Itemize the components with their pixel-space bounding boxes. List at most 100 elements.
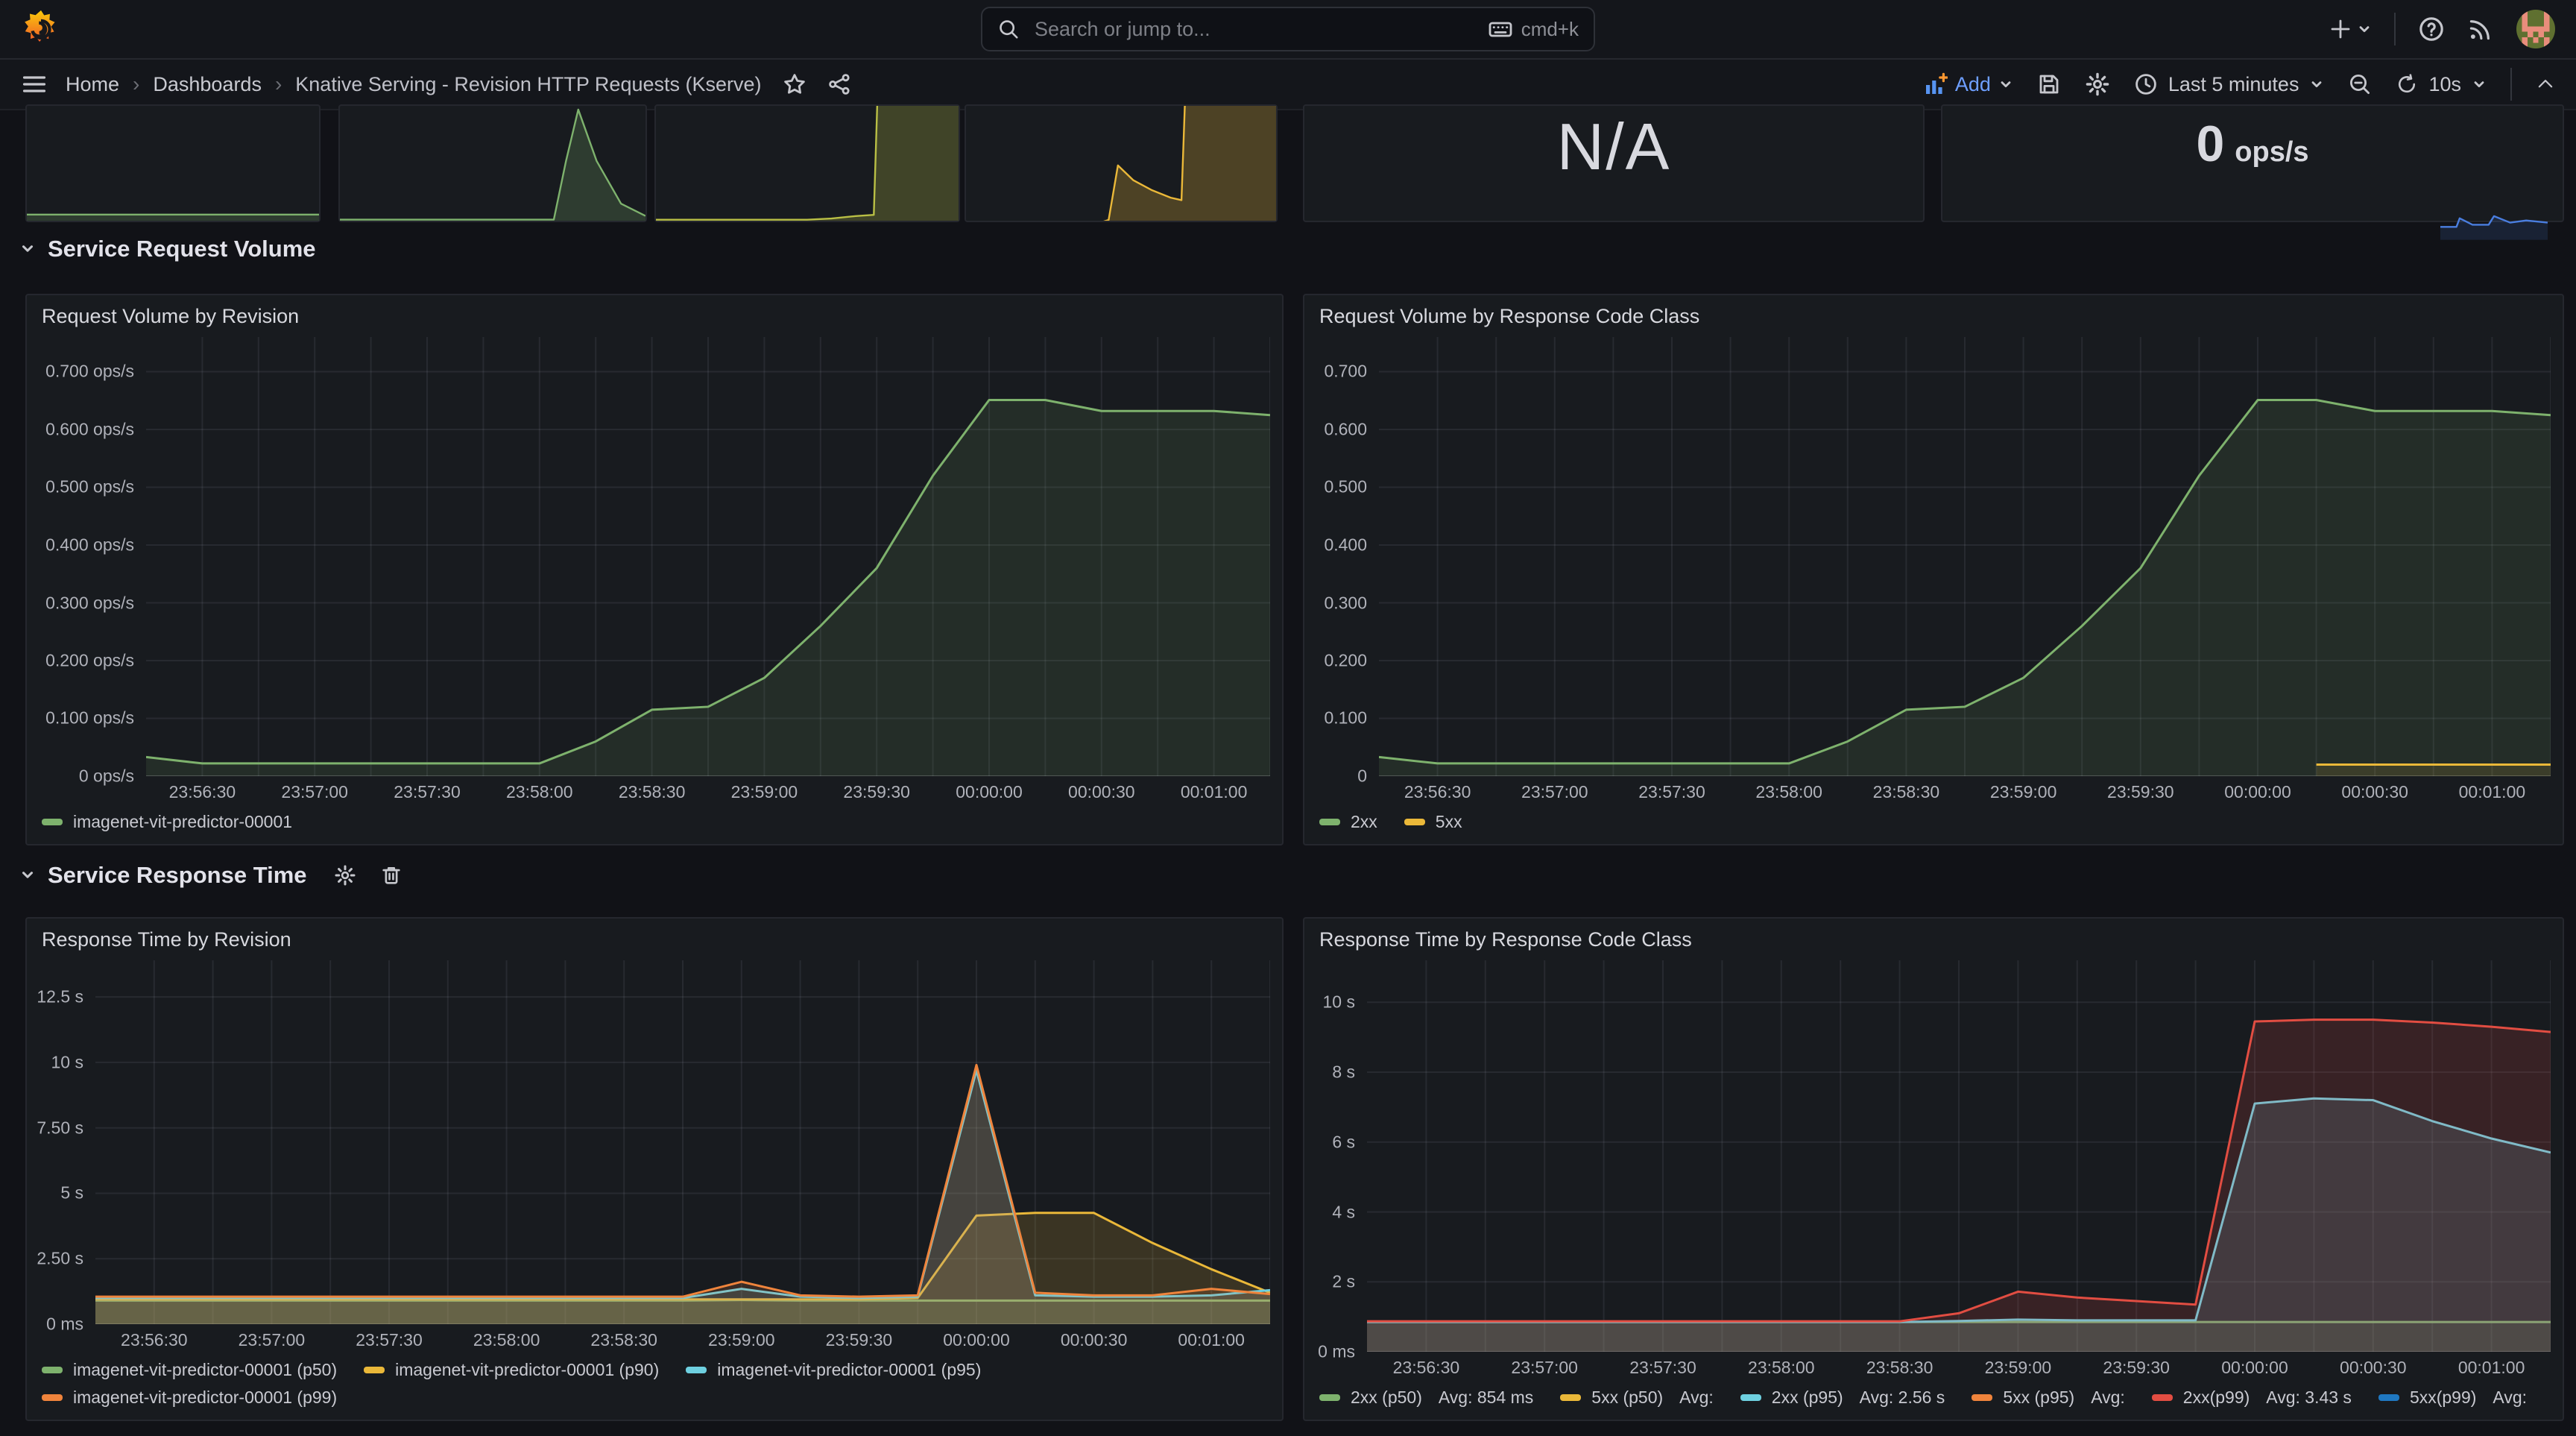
favorite-star-button[interactable] xyxy=(783,72,806,96)
x-tick-label: 23:56:30 xyxy=(121,1330,188,1350)
y-tick-label: 0.500 xyxy=(1324,477,1367,497)
legend-label: 5xx xyxy=(1436,812,1462,832)
x-tick-label: 00:00:30 xyxy=(1068,782,1135,802)
row-settings-gear-icon[interactable] xyxy=(334,864,356,887)
refresh-picker[interactable]: 10s xyxy=(2396,73,2487,96)
chevron-down-icon xyxy=(2472,77,2487,92)
y-tick-label: 0.600 xyxy=(1324,419,1367,439)
legend-item[interactable]: 2xx (p50) Avg: 854 ms xyxy=(1319,1388,1533,1408)
y-tick-label: 2.50 s xyxy=(37,1249,83,1269)
legend-item[interactable]: imagenet-vit-predictor-00001 (p95) xyxy=(686,1360,981,1380)
search-input[interactable] xyxy=(1032,16,1489,42)
dashboard-settings-button[interactable] xyxy=(2085,72,2110,97)
news-rss-button[interactable] xyxy=(2467,16,2494,42)
timeseries-chart[interactable]: 0.700 ops/s0.600 ops/s0.500 ops/s0.400 o… xyxy=(27,337,1282,844)
x-tick-label: 23:58:30 xyxy=(1873,782,1940,802)
row-delete-trash-icon[interactable] xyxy=(380,864,402,887)
legend-item[interactable]: 5xx xyxy=(1404,812,1462,832)
dashboard-toolbar: Home › Dashboards › Knative Serving - Re… xyxy=(0,60,2576,110)
legend-item[interactable]: 5xx (p50)Avg: xyxy=(1560,1388,1713,1408)
x-tick-label: 00:00:30 xyxy=(1061,1330,1128,1350)
legend-item[interactable]: imagenet-vit-predictor-00001 xyxy=(42,812,292,832)
legend-avg-value: Avg: 854 ms xyxy=(1439,1388,1533,1408)
legend-label: imagenet-vit-predictor-00001 (p90) xyxy=(395,1360,659,1380)
grafana-logo[interactable] xyxy=(21,9,61,49)
x-tick-label: 00:01:00 xyxy=(1178,1330,1245,1350)
legend-color-chip xyxy=(2378,1394,2399,1401)
divider xyxy=(2510,68,2512,101)
legend-item[interactable]: imagenet-vit-predictor-00001 (p50) xyxy=(42,1360,337,1380)
sparkline-panel-4[interactable] xyxy=(965,104,1278,222)
y-tick-label: 0.100 ops/s xyxy=(45,708,134,728)
panel-title[interactable]: Request Volume by Revision xyxy=(27,295,1282,337)
add-panel-button[interactable]: Add xyxy=(1924,72,2013,96)
legend-color-chip xyxy=(1319,1394,1340,1401)
legend-item[interactable]: 5xx(p99)Avg: xyxy=(2378,1388,2527,1408)
breadcrumb-home[interactable]: Home xyxy=(66,73,119,96)
y-tick-label: 12.5 s xyxy=(37,987,83,1007)
top-bar: cmd+k xyxy=(0,0,2576,60)
timeseries-chart[interactable]: 0.7000.6000.5000.4000.3000.2000.100023:5… xyxy=(1304,337,2563,844)
plot-area[interactable] xyxy=(1379,337,2551,776)
time-range-picker[interactable]: Last 5 minutes xyxy=(2134,72,2325,96)
clock-icon xyxy=(2134,72,2158,96)
y-tick-label: 0.700 ops/s xyxy=(45,362,134,382)
menu-toggle-button[interactable] xyxy=(21,71,48,98)
plot-area[interactable] xyxy=(95,960,1270,1324)
help-button[interactable] xyxy=(2418,16,2445,42)
x-tick-label: 23:57:00 xyxy=(1511,1358,1578,1378)
legend-item[interactable]: 2xx xyxy=(1319,812,1377,832)
y-tick-label: 0.500 ops/s xyxy=(45,477,134,497)
breadcrumb-dashboards[interactable]: Dashboards xyxy=(153,73,262,96)
legend-item[interactable]: 5xx (p95)Avg: xyxy=(1972,1388,2124,1408)
timeseries-chart[interactable]: 12.5 s10 s7.50 s5 s2.50 s0 ms23:56:3023:… xyxy=(27,960,1282,1420)
stat-value: N/A xyxy=(1557,109,1671,185)
new-dropdown-button[interactable] xyxy=(2329,17,2372,41)
share-button[interactable] xyxy=(827,72,851,96)
user-avatar[interactable] xyxy=(2516,10,2555,48)
chevron-down-icon xyxy=(2309,77,2324,92)
section-service-request-volume[interactable]: Service Request Volume xyxy=(19,236,316,262)
panel-title[interactable]: Response Time by Revision xyxy=(27,919,1282,960)
sparkline-panel-2[interactable] xyxy=(338,104,647,222)
y-tick-label: 7.50 s xyxy=(37,1118,83,1138)
zoom-out-time-button[interactable] xyxy=(2348,72,2372,96)
x-tick-label: 23:58:30 xyxy=(1866,1358,1933,1378)
x-tick-label: 23:59:00 xyxy=(731,782,798,802)
legend-label: 2xx (p50) xyxy=(1351,1388,1422,1408)
plot-area[interactable] xyxy=(146,337,1270,776)
panel-title[interactable]: Request Volume by Response Code Class xyxy=(1304,295,2563,337)
section-service-response-time[interactable]: Service Response Time xyxy=(19,862,402,889)
panel-title[interactable]: Response Time by Response Code Class xyxy=(1304,919,2563,960)
search-icon xyxy=(997,18,1020,40)
x-tick-label: 23:58:00 xyxy=(506,782,573,802)
legend-item[interactable]: 2xx (p95)Avg: 2.56 s xyxy=(1740,1388,1945,1408)
stat-panel-zero-ops[interactable]: 0 ops/s xyxy=(1941,104,2564,222)
legend-item[interactable]: imagenet-vit-predictor-00001 (p99) xyxy=(42,1388,337,1408)
sparkline-chart xyxy=(340,106,645,221)
chevron-down-icon xyxy=(19,241,36,257)
y-tick-label: 6 s xyxy=(1332,1132,1355,1152)
y-tick-label: 0.400 ops/s xyxy=(45,535,134,555)
legend-item[interactable]: 2xx(p99)Avg: 3.43 s xyxy=(2152,1388,2352,1408)
keyboard-icon xyxy=(1489,17,1512,41)
chart-legend: 2xx 5xx xyxy=(1304,807,2551,844)
search-bar[interactable]: cmd+k xyxy=(981,7,1595,51)
timeseries-chart[interactable]: 10 s8 s6 s4 s2 s0 ms23:56:3023:57:0023:5… xyxy=(1304,960,2563,1420)
chevron-down-icon xyxy=(19,867,36,884)
breadcrumb-current-dashboard[interactable]: Knative Serving - Revision HTTP Requests… xyxy=(295,73,761,96)
save-dashboard-button[interactable] xyxy=(2037,72,2061,96)
x-tick-label: 23:56:30 xyxy=(1393,1358,1460,1378)
plot-area[interactable] xyxy=(1367,960,2551,1352)
sparkline-panel-1[interactable] xyxy=(25,104,321,222)
chart-legend: 2xx (p50) Avg: 854 ms 5xx (p50)Avg: 2xx (p9… xyxy=(1304,1383,2551,1420)
x-tick-label: 23:57:30 xyxy=(1629,1358,1696,1378)
stat-panel-na[interactable]: N/A xyxy=(1303,104,1925,222)
stat-value: 0 xyxy=(2196,115,2224,173)
y-tick-label: 0 ms xyxy=(46,1314,83,1335)
sparkline-panel-3[interactable] xyxy=(654,104,960,222)
breadcrumb: Home › Dashboards › Knative Serving - Re… xyxy=(66,72,762,96)
legend-item[interactable]: imagenet-vit-predictor-00001 (p90) xyxy=(364,1360,659,1380)
x-tick-label: 00:00:30 xyxy=(2341,782,2408,802)
collapse-toolbar-button[interactable] xyxy=(2536,75,2555,94)
